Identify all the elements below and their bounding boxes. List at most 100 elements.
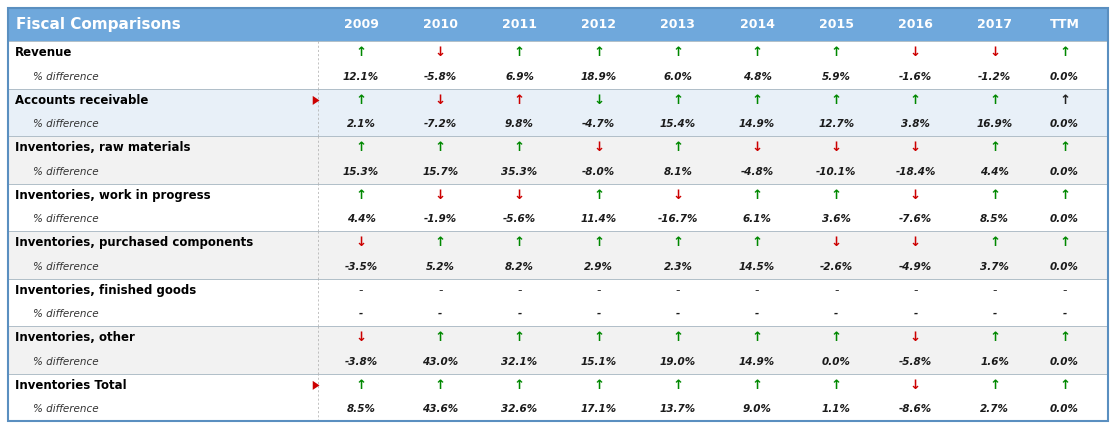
Text: 2010: 2010 (423, 18, 458, 31)
Text: ↑: ↑ (751, 189, 762, 202)
Text: 2013: 2013 (661, 18, 695, 31)
Text: -5.8%: -5.8% (424, 72, 456, 82)
Text: 6.1%: 6.1% (742, 214, 771, 224)
Text: 0.0%: 0.0% (821, 356, 850, 367)
Text: Inventories Total: Inventories Total (15, 379, 126, 392)
Text: ↑: ↑ (514, 142, 525, 154)
Text: -1.6%: -1.6% (898, 72, 932, 82)
Text: ↑: ↑ (751, 236, 762, 249)
Text: 2.7%: 2.7% (980, 404, 1009, 414)
Text: -3.8%: -3.8% (345, 356, 377, 367)
Text: ↑: ↑ (514, 94, 525, 107)
Text: -: - (359, 309, 363, 319)
Text: -4.7%: -4.7% (583, 119, 615, 129)
Text: % difference: % difference (33, 262, 98, 272)
Text: ↓: ↓ (910, 46, 921, 59)
Text: ↑: ↑ (910, 94, 921, 107)
Text: -: - (754, 284, 759, 297)
Text: -: - (992, 284, 997, 297)
Text: -: - (834, 284, 838, 297)
Text: ↑: ↑ (593, 46, 604, 59)
Text: ↓: ↓ (910, 379, 921, 392)
Bar (8, 184, 1108, 231)
Text: 0.0%: 0.0% (1050, 404, 1079, 414)
Text: ↓: ↓ (910, 331, 921, 344)
Text: ↓: ↓ (435, 189, 446, 202)
Text: ↑: ↑ (751, 94, 762, 107)
Bar (8, 326, 1108, 374)
Text: 5.2%: 5.2% (426, 262, 454, 272)
Bar (8, 231, 1108, 278)
Text: ↑: ↑ (830, 331, 841, 344)
Text: -16.7%: -16.7% (657, 214, 699, 224)
Text: 15.3%: 15.3% (343, 166, 379, 177)
Text: 2.3%: 2.3% (664, 262, 692, 272)
Text: ↑: ↑ (830, 46, 841, 59)
Text: 2.9%: 2.9% (585, 262, 613, 272)
Text: 43.0%: 43.0% (422, 356, 459, 367)
Text: 3.6%: 3.6% (821, 214, 850, 224)
Text: 0.0%: 0.0% (1050, 356, 1079, 367)
Text: 32.1%: 32.1% (501, 356, 538, 367)
Text: Inventories, work in progress: Inventories, work in progress (15, 189, 211, 202)
Text: ↑: ↑ (672, 331, 683, 344)
Text: -1.2%: -1.2% (978, 72, 1011, 82)
Bar (8, 8, 1108, 41)
Text: -7.2%: -7.2% (424, 119, 456, 129)
Text: ↓: ↓ (910, 142, 921, 154)
Text: 8.1%: 8.1% (664, 166, 692, 177)
Polygon shape (312, 96, 319, 105)
Text: -: - (596, 284, 600, 297)
Text: 19.0%: 19.0% (660, 356, 696, 367)
Text: ↑: ↑ (830, 189, 841, 202)
Text: -: - (913, 284, 917, 297)
Bar (8, 41, 1108, 88)
Text: -4.8%: -4.8% (741, 166, 773, 177)
Text: ↓: ↓ (435, 46, 446, 59)
Text: 2009: 2009 (344, 18, 378, 31)
Text: 2014: 2014 (740, 18, 775, 31)
Text: ↑: ↑ (356, 46, 367, 59)
Text: ↓: ↓ (356, 331, 367, 344)
Text: ↑: ↑ (672, 142, 683, 154)
Text: ↓: ↓ (514, 189, 525, 202)
Text: ↑: ↑ (356, 189, 367, 202)
Text: ↑: ↑ (989, 94, 1000, 107)
Text: 0.0%: 0.0% (1050, 214, 1079, 224)
Text: ↑: ↑ (593, 189, 604, 202)
Text: % difference: % difference (33, 166, 98, 177)
Text: ↑: ↑ (1059, 46, 1070, 59)
Text: 5.9%: 5.9% (821, 72, 850, 82)
Text: -: - (517, 284, 522, 297)
Text: 18.9%: 18.9% (580, 72, 617, 82)
Text: 15.7%: 15.7% (422, 166, 459, 177)
Text: -7.6%: -7.6% (898, 214, 932, 224)
Text: 14.9%: 14.9% (739, 119, 776, 129)
Text: 15.1%: 15.1% (580, 356, 617, 367)
Text: ↑: ↑ (356, 142, 367, 154)
Text: 4.4%: 4.4% (347, 214, 376, 224)
Text: 14.9%: 14.9% (739, 356, 776, 367)
Text: % difference: % difference (33, 214, 98, 224)
Text: ↑: ↑ (435, 379, 446, 392)
Text: 12.7%: 12.7% (818, 119, 855, 129)
Text: ↓: ↓ (989, 46, 1000, 59)
Text: % difference: % difference (33, 404, 98, 414)
Text: 14.5%: 14.5% (739, 262, 776, 272)
Text: -1.9%: -1.9% (424, 214, 456, 224)
Text: ↑: ↑ (830, 379, 841, 392)
Text: ↑: ↑ (989, 331, 1000, 344)
Text: -18.4%: -18.4% (895, 166, 935, 177)
Text: 3.7%: 3.7% (980, 262, 1009, 272)
Text: -: - (439, 284, 443, 297)
Text: -: - (1062, 284, 1067, 297)
Text: -: - (359, 284, 364, 297)
Text: 43.6%: 43.6% (422, 404, 459, 414)
Text: 9.0%: 9.0% (742, 404, 771, 414)
Text: 8.5%: 8.5% (347, 404, 376, 414)
Text: -: - (518, 309, 521, 319)
Text: -: - (439, 309, 442, 319)
Text: Inventories, raw materials: Inventories, raw materials (15, 142, 191, 154)
Text: Revenue: Revenue (15, 46, 73, 59)
Text: ↑: ↑ (989, 142, 1000, 154)
